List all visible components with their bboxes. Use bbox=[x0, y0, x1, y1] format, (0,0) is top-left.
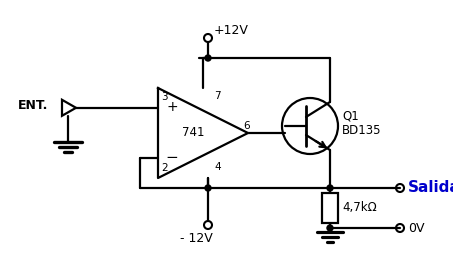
Text: 3: 3 bbox=[161, 92, 168, 102]
Text: 0V: 0V bbox=[408, 222, 424, 235]
Circle shape bbox=[205, 55, 211, 61]
Circle shape bbox=[327, 225, 333, 231]
Circle shape bbox=[327, 185, 333, 191]
Text: 741: 741 bbox=[182, 127, 204, 139]
Text: 6: 6 bbox=[243, 121, 250, 131]
Text: Q1: Q1 bbox=[342, 110, 359, 123]
Text: +: + bbox=[166, 100, 178, 114]
Text: −: − bbox=[166, 151, 178, 165]
Text: 4: 4 bbox=[214, 162, 221, 172]
Circle shape bbox=[205, 185, 211, 191]
Text: +12V: +12V bbox=[214, 23, 249, 36]
FancyBboxPatch shape bbox=[322, 193, 338, 223]
Text: 7: 7 bbox=[214, 91, 221, 101]
Text: ENT.: ENT. bbox=[18, 99, 48, 112]
Text: BD135: BD135 bbox=[342, 124, 381, 138]
Text: - 12V: - 12V bbox=[180, 232, 212, 246]
Text: Salida: Salida bbox=[408, 181, 453, 196]
Polygon shape bbox=[158, 88, 248, 178]
Text: 4,7kΩ: 4,7kΩ bbox=[342, 202, 377, 214]
Text: 2: 2 bbox=[161, 163, 168, 173]
